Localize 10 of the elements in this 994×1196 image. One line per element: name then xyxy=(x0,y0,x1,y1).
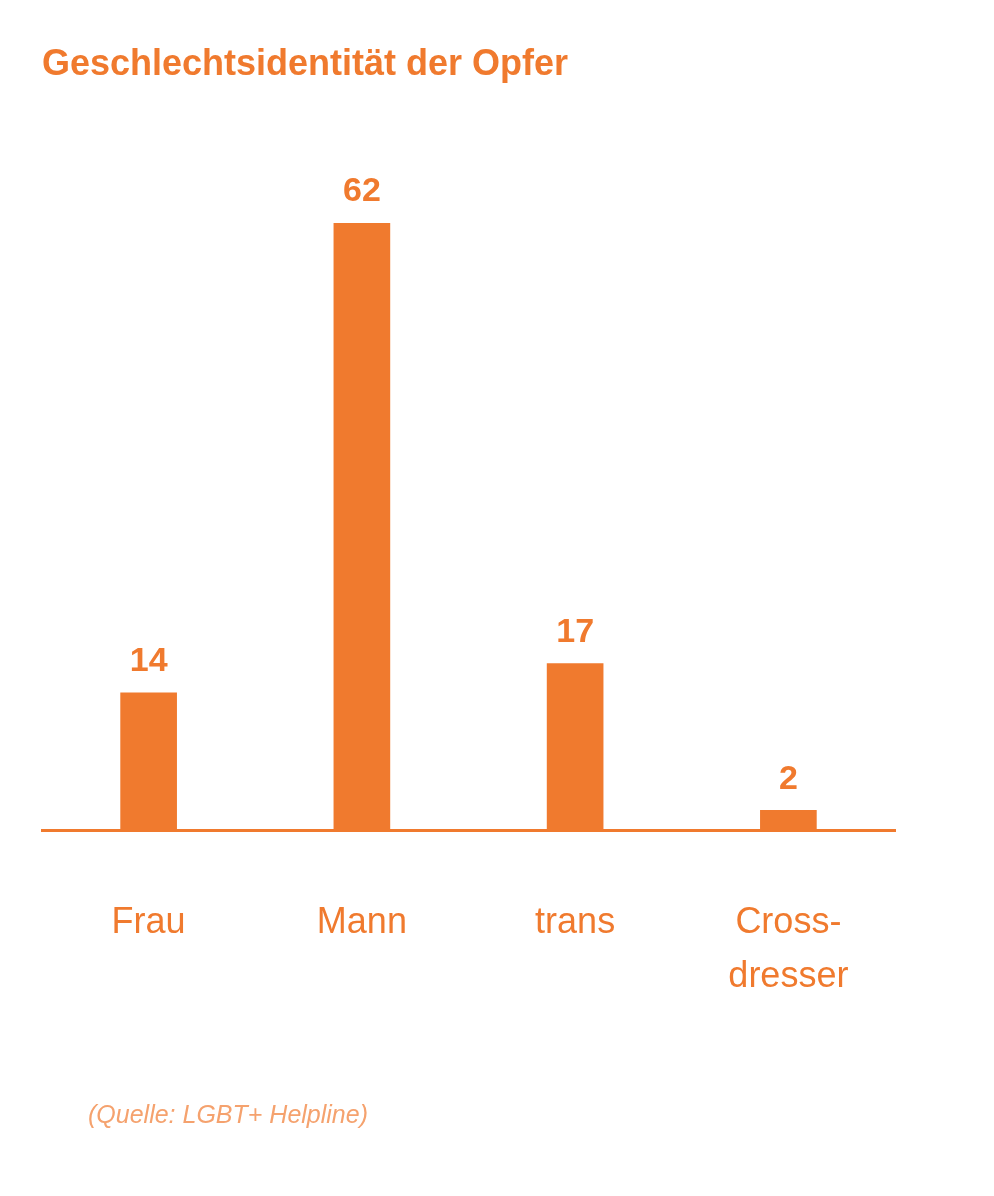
x-tick-label: Frau xyxy=(111,899,186,941)
data-label: 62 xyxy=(342,170,381,209)
data-label: 2 xyxy=(778,757,798,796)
data-label: 17 xyxy=(556,610,595,649)
text: (Quelle: LGBT+ Helpline) xyxy=(88,1100,368,1129)
data-label: 14 xyxy=(129,640,168,679)
x-tick-label: Mann xyxy=(316,899,407,941)
x-tick-label: trans xyxy=(535,899,616,941)
chart-title: Geschlechtsidentität der Opfer xyxy=(42,42,569,84)
x-tick-label: Cross-dresser xyxy=(728,899,849,995)
